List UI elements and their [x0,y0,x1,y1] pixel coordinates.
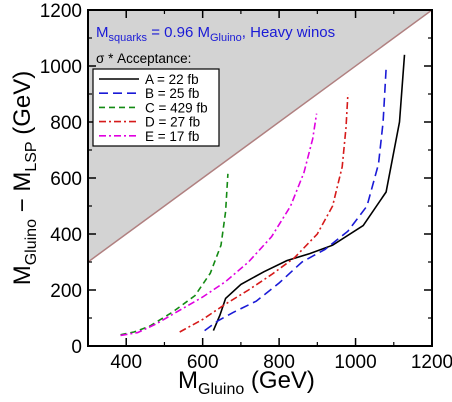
y-tick-label: 1200 [40,1,82,22]
x-axis-label: MGluino (GeV) [178,367,315,398]
y-tick-label: 800 [50,113,82,134]
legend-label: D = 27 fb [145,115,200,130]
legend-label: C = 429 fb [145,100,208,115]
legend-entries: A = 22 fbB = 25 fbC = 429 fbD = 27 fbE =… [99,72,208,144]
x-tick-label: 400 [110,352,142,373]
y-tick-label: 0 [71,337,82,358]
x-tick-label: 1200 [411,352,452,373]
x-tick-label: 600 [187,352,219,373]
x-tick-label: 800 [263,352,295,373]
y-tick-label: 400 [50,225,82,246]
annotation-text: Msquarks = 0.96 MGluino, Heavy winos [96,24,335,44]
legend-label: E = 17 fb [145,129,199,144]
x-tick-label: 1000 [334,352,376,373]
series-line-d [179,93,349,333]
y-tick-label: 200 [50,281,82,302]
y-tick-label: 600 [50,169,82,190]
y-tick-label: 1000 [40,57,82,78]
series-line-b [204,68,387,332]
series-line-e [120,113,318,337]
series-line-a [212,54,406,331]
legend-label: B = 25 fb [145,86,199,101]
legend-label: A = 22 fb [145,72,199,87]
series-line-c [120,173,229,336]
series-layer [120,54,406,337]
ticks-layer: 400 600 800 1000 1200 0 200 400 600 800 1000 1200 [40,1,452,373]
y-axis-label: MGluino − MLSP (GeV) [9,71,40,286]
legend: σ * Acceptance: A = 22 fbB = 25 fbC = 42… [92,51,220,147]
legend-title: σ * Acceptance: [96,51,191,66]
diagonal-boundary-line [88,10,432,263]
